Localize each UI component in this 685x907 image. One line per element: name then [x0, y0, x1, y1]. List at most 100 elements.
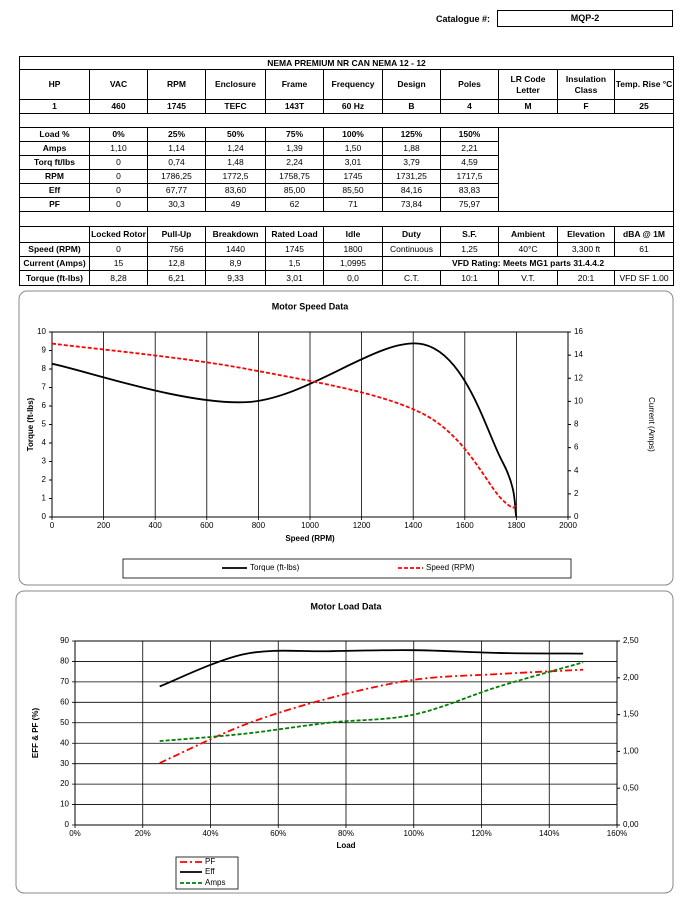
x-tick-label: 80%: [338, 829, 354, 838]
x-axis-label: Speed (RPM): [285, 534, 335, 543]
x-tick-label: 0: [50, 521, 55, 530]
empty-cell: [19, 226, 90, 243]
y2-tick-label: 4: [574, 466, 579, 475]
y2-tick-label: 2,00: [623, 673, 639, 682]
table-cell: 85,00: [265, 183, 324, 198]
empty-cell: [18, 113, 675, 128]
table-cell: 0: [89, 197, 148, 212]
y2-tick-label: 0: [574, 512, 579, 521]
y-tick-label: 50: [60, 718, 69, 727]
x-tick-label: 120%: [471, 829, 491, 838]
table-cell: 0,74: [147, 155, 206, 170]
table-cell: 1745: [147, 99, 206, 114]
table-cell: 0: [89, 183, 148, 198]
y-tick-label: 2: [42, 475, 47, 484]
table-cell: 75%: [265, 127, 324, 142]
table-cell: 2,24: [265, 155, 324, 170]
table-cell: 10:1: [440, 270, 499, 286]
table-cell: 20:1: [557, 270, 615, 286]
x-tick-label: 2000: [559, 521, 577, 530]
table-cell: 83,60: [205, 183, 266, 198]
x-tick-label: 1600: [456, 521, 474, 530]
y-tick-label: 10: [60, 800, 69, 809]
table-cell: Current (Amps): [19, 256, 90, 271]
table-cell: Torq ft/lbs: [19, 155, 90, 170]
table-cell: RPM: [147, 69, 206, 100]
y-tick-label: 8: [42, 364, 47, 373]
y-tick-label: 30: [60, 759, 69, 768]
y2-tick-label: 10: [574, 396, 583, 405]
y-tick-label: 0: [65, 820, 70, 829]
table-cell: 0,0: [323, 270, 383, 286]
y2-tick-label: 1,50: [623, 710, 639, 719]
y-tick-label: 6: [42, 401, 47, 410]
table-cell: 15: [89, 256, 148, 271]
y2-tick-label: 12: [574, 373, 583, 382]
table-cell: 8,9: [205, 256, 266, 271]
table-cell: 756: [147, 242, 206, 257]
table-cell: 83,83: [440, 183, 499, 198]
table-cell: 1,10: [89, 141, 148, 156]
table-cell: V.T.: [498, 270, 558, 286]
y2-tick-label: 6: [574, 443, 579, 452]
table-cell: 1717,5: [440, 169, 499, 184]
y2-tick-label: 2,50: [623, 636, 639, 645]
table-cell: Continuous: [382, 242, 441, 257]
table-cell: 3,01: [265, 270, 324, 286]
table-cell: 85,50: [323, 183, 383, 198]
y-tick-label: 9: [42, 346, 47, 355]
chart-frame: [15, 590, 674, 894]
table-cell: TEFC: [205, 99, 266, 114]
x-tick-label: 0%: [69, 829, 81, 838]
chart-title: Motor Speed Data: [272, 301, 350, 311]
table-row: Speed (RPM) 0 756 1440 1745 1800 Continuous 1,2…: [19, 242, 675, 257]
plot-area: [74, 640, 618, 826]
legend-label: PF: [205, 857, 215, 866]
table-cell: LR Code Letter: [498, 69, 558, 100]
table-cell: 6,21: [147, 270, 206, 286]
table-cell: 150%: [440, 127, 499, 142]
table-cell: 1758,75: [265, 169, 324, 184]
table-cell: 1,5: [265, 256, 324, 271]
legend-label: Amps: [205, 878, 225, 887]
series-line: [159, 649, 584, 688]
x-axis-label: Load: [336, 841, 355, 850]
table-row: Torq ft/lbs 0 0,74 1,48 2,24 3,01 3,79 4,59: [19, 155, 674, 170]
y-tick-label: 60: [60, 697, 69, 706]
table-cell: F: [557, 99, 615, 114]
table-cell: 8,28: [89, 270, 148, 286]
empty-cell: [497, 127, 675, 212]
table-cell: 30,3: [147, 197, 206, 212]
table-cell: Duty: [382, 226, 441, 243]
table-cell: RPM: [19, 169, 90, 184]
x-tick-label: 800: [252, 521, 266, 530]
empty-cell: [18, 211, 675, 227]
y-tick-label: 3: [42, 457, 47, 466]
table-cell: 12,8: [147, 256, 206, 271]
table-cell: 1,14: [147, 141, 206, 156]
chart-frame: [18, 290, 674, 586]
table-cell: Design: [382, 69, 441, 100]
table-cell: Insulation Class: [557, 69, 615, 100]
table-cell: 100%: [323, 127, 383, 142]
catalogue-label: Catalogue #:: [435, 14, 490, 24]
table-cell: 0: [89, 169, 148, 184]
table-cell: C.T.: [382, 270, 441, 286]
table-cell: Locked Rotor: [89, 226, 148, 243]
x-tick-label: 1000: [301, 521, 319, 530]
table-cell: dBA @ 1M: [613, 226, 675, 243]
spec-table: NEMA PREMIUM NR CAN NEMA 12 - 12 HP VAC RPM…: [18, 56, 675, 286]
y-axis-label: EFF & PF (%): [31, 708, 40, 759]
table-row: Current (Amps) 15 12,8 8,9 1,5 1,0995 VFD Rati…: [19, 256, 675, 271]
table-row: Eff 0 67,77 83,60 85,00 85,50 84,16 83,83: [19, 183, 674, 198]
table-cell: 460: [89, 99, 148, 114]
table-cell: Frame: [265, 69, 324, 100]
table-cell: Rated Load: [265, 226, 324, 243]
table-cell: 1772,5: [205, 169, 266, 184]
table-row: [18, 211, 675, 227]
table-row: Torque (ft-lbs) 8,28 6,21 9,33 3,01 0,0 C.T. 10…: [19, 270, 675, 286]
table-row: [18, 113, 675, 128]
y-tick-label: 80: [60, 657, 69, 666]
table-row: 1 460 1745 TEFC 143T 60 Hz B 4 M F 25: [19, 99, 675, 114]
